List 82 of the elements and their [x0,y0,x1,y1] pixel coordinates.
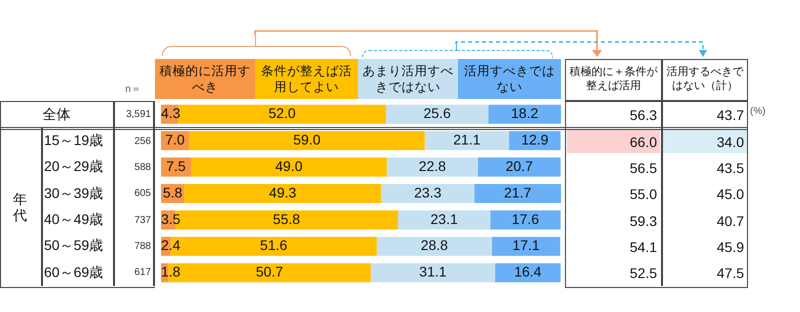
text: 55.0 [628,185,658,204]
data-label: 52.0 [268,105,296,122]
data-label: 28.8 [420,237,448,254]
data-label: 4.3 [161,105,181,122]
text: (%) [750,106,767,119]
data-label: 59.0 [293,132,321,148]
text: 588 [133,160,151,175]
data-label: 17.1 [512,237,540,254]
data-label: 3.5 [161,210,181,227]
bar [492,236,560,256]
data-label: 50.7 [256,264,284,280]
data-label: 5.8 [162,184,183,200]
bar [495,263,561,282]
data-label: 7.5 [166,158,186,174]
text: 605 [133,187,151,202]
data-label: 17.6 [512,210,540,227]
series-label: 条件が整えば活用してよい [255,59,358,99]
data-label: 23.1 [430,210,458,227]
y-tick-label: 50～59歳 [44,236,104,256]
series-label: 活用すべきではない [458,59,561,99]
y-tick-label: 20～29歳 [44,157,104,176]
data-label: 31.1 [419,264,447,280]
text: 43.7 [716,106,745,125]
data-label: 20.7 [506,158,534,174]
text: 積極的に＋条件が整えば活用 [568,65,658,94]
text: 40.7 [716,212,745,231]
text: 56.3 [628,106,658,125]
bar [474,184,561,204]
y-tick-label: 全体 [42,104,72,124]
data-label: 1.8 [161,264,181,280]
text: 45.0 [716,185,745,204]
bar [190,158,387,177]
text: 788 [133,240,151,254]
text: 59.3 [628,212,658,231]
text: 66.0 [567,130,660,154]
data-label: 21.7 [504,184,532,200]
data-label: 22.8 [418,158,446,174]
data-label: 55.8 [272,210,300,227]
y-tick-label: 30～39歳 [44,184,104,203]
text: 3,591 [124,108,151,122]
bar [184,184,382,204]
bar [490,210,561,230]
bar [398,210,490,230]
text: 617 [133,266,151,280]
bar [488,104,561,124]
bar [188,131,425,150]
data-label: 21.1 [453,132,481,148]
bar [370,263,496,282]
text: 737 [133,214,151,228]
text: 47.5 [716,264,745,284]
bar [178,104,386,124]
text: n＝ [124,83,142,96]
bar [386,104,488,124]
data-label: 51.6 [260,237,288,254]
data-label: 23.3 [414,184,442,200]
text: 52.5 [628,264,658,284]
y-tick-label: 15～19歳 [44,131,104,150]
y-tick-label: 40～49歳 [44,210,104,230]
data-label: 49.3 [269,184,297,200]
text: 54.1 [628,238,658,257]
text: 43.5 [716,158,745,178]
series-label: 積極的に活用すべき [155,59,255,99]
bar [386,158,478,177]
data-label: 12.9 [521,132,549,148]
bar [424,131,510,150]
bar [376,236,492,256]
data-label: 7.0 [165,132,185,148]
text: 活用するべきではない（計） [666,65,745,94]
data-label: 18.2 [511,105,538,122]
text: 256 [133,134,151,149]
text: 56.5 [628,158,658,178]
data-label: 2.4 [161,237,181,254]
series-label: あまり活用すべきではない [358,59,458,99]
data-label: 16.4 [514,264,542,280]
text: 45.9 [716,238,745,257]
bar [381,184,474,204]
data-label: 25.6 [424,105,451,122]
text: 34.0 [663,130,747,154]
bar [478,158,561,177]
text: 年代 [13,191,28,223]
y-tick-label: 60～69歳 [44,262,104,282]
data-label: 49.0 [275,158,303,174]
